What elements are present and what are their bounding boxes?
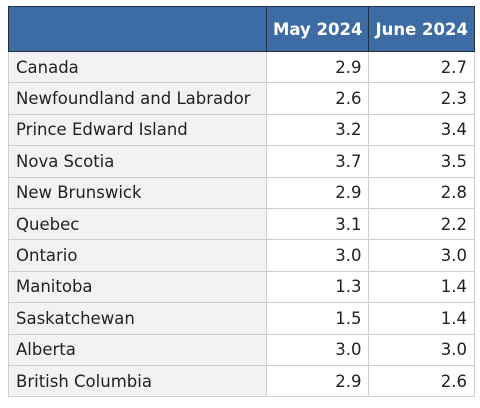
value-cell: 3.5 <box>368 145 475 178</box>
region-cell: Alberta <box>8 333 267 366</box>
table-row: Saskatchewan 1.5 1.4 <box>8 302 475 335</box>
value-cell: 2.9 <box>265 176 370 209</box>
value-cell: 3.4 <box>368 113 475 147</box>
region-cell: New Brunswick <box>8 176 267 209</box>
column-header: June 2024 <box>368 6 475 52</box>
region-cell: Manitoba <box>8 270 267 304</box>
region-cell: Saskatchewan <box>8 302 267 335</box>
value-cell: 3.1 <box>265 207 370 241</box>
header-row: May 2024 June 2024 <box>8 6 475 52</box>
value-cell: 2.9 <box>265 364 370 398</box>
region-cell: British Columbia <box>8 364 267 398</box>
value-cell: 2.7 <box>368 50 475 84</box>
table-row: Prince Edward Island 3.2 3.4 <box>8 113 475 147</box>
value-cell: 3.7 <box>265 145 370 178</box>
region-cell: Quebec <box>8 207 267 241</box>
table-row: Nova Scotia 3.7 3.5 <box>8 145 475 178</box>
value-cell: 3.0 <box>368 333 475 366</box>
table-row: Quebec 3.1 2.2 <box>8 207 475 241</box>
value-cell: 3.0 <box>265 333 370 366</box>
region-cell: Newfoundland and Labrador <box>8 82 267 115</box>
table-row: Canada 2.9 2.7 <box>8 50 475 84</box>
value-cell: 1.4 <box>368 302 475 335</box>
value-cell: 2.6 <box>265 82 370 115</box>
value-cell: 3.0 <box>265 239 370 272</box>
data-table: May 2024 June 2024 Canada 2.9 2.7 Newfoundl… <box>8 6 475 398</box>
value-cell: 2.8 <box>368 176 475 209</box>
table-row: Ontario 3.0 3.0 <box>8 239 475 272</box>
value-cell: 2.6 <box>368 364 475 398</box>
table-row: Manitoba 1.3 1.4 <box>8 270 475 304</box>
value-cell: 2.3 <box>368 82 475 115</box>
region-cell: Ontario <box>8 239 267 272</box>
value-cell: 3.2 <box>265 113 370 147</box>
value-cell: 1.4 <box>368 270 475 304</box>
value-cell: 2.9 <box>265 50 370 84</box>
table-row: Alberta 3.0 3.0 <box>8 333 475 366</box>
header-corner <box>8 6 267 52</box>
value-cell: 2.2 <box>368 207 475 241</box>
column-header: May 2024 <box>265 6 370 52</box>
table-body: Canada 2.9 2.7 Newfoundland and Labrador 2.6… <box>8 50 475 398</box>
region-cell: Nova Scotia <box>8 145 267 178</box>
value-cell: 1.5 <box>265 302 370 335</box>
table-row: British Columbia 2.9 2.6 <box>8 364 475 398</box>
value-cell: 3.0 <box>368 239 475 272</box>
region-cell: Prince Edward Island <box>8 113 267 147</box>
table-row: New Brunswick 2.9 2.8 <box>8 176 475 209</box>
value-cell: 1.3 <box>265 270 370 304</box>
region-cell: Canada <box>8 50 267 84</box>
table-row: Newfoundland and Labrador 2.6 2.3 <box>8 82 475 115</box>
